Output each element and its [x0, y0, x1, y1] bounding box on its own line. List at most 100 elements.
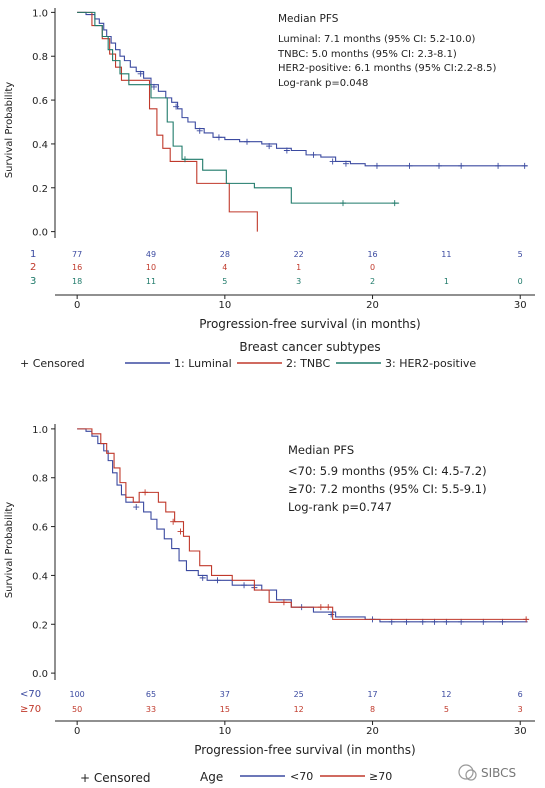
- panel-2-legend-censored: + Censored: [80, 771, 151, 785]
- panel-2-ytick-label-1: 0.2: [32, 620, 48, 631]
- panel-1-censor-luminal-0: [137, 70, 144, 77]
- panel-1-censor-luminal-3: [196, 127, 203, 134]
- panel-2-ytick-label-5: 1.0: [32, 425, 48, 436]
- panel-2-xlabel: Progression-free survival (in months): [194, 743, 415, 757]
- panel-1-xtick-label-0: 0: [74, 300, 80, 311]
- panel-1-censor-luminal-8: [310, 151, 317, 158]
- panel-2-annotation-line-1: <70: 5.9 months (95% CI: 4.5-7.2): [288, 464, 487, 478]
- panel-2-censor-ge70-3: [280, 599, 287, 606]
- panel-2-censor-lt70-2: [214, 577, 221, 584]
- panel-1-risk-count-luminal-5: 11: [441, 250, 451, 259]
- panel-1-risk-count-tnbc-3: 1: [296, 263, 301, 272]
- panel-2-annotation-title: Median PFS: [288, 443, 354, 457]
- panel-1-plot: 0.00.20.40.60.81.00 10 20 301 77 49 28 22 16 11 52…: [30, 8, 535, 311]
- panel-1-risk-count-tnbc-4: 0: [370, 263, 375, 272]
- panel-2-censor-ge70-2: [177, 528, 184, 535]
- panel-1-risk-count-luminal-0: 77: [72, 250, 82, 259]
- panel-2-censor-ge70-0: [142, 489, 149, 496]
- panel-1-legend-entry-luminal: 1: Luminal: [174, 357, 232, 370]
- panel-2-ytick-label-2: 0.4: [32, 571, 48, 582]
- panel-1-annotation-line-3: HER2-positive: 6.1 months (95% CI:2.2-8.…: [278, 63, 496, 74]
- panel-2-xtick-label-1: 10: [218, 726, 231, 737]
- panel-2-risk-count-ge70-3: 12: [294, 705, 304, 714]
- panel-2-ylabel: Survival Probability: [4, 502, 15, 598]
- panel-1-risk-count-tnbc-2: 4: [222, 263, 227, 272]
- panel-1-annotation-title: Median PFS: [278, 13, 339, 25]
- panel-1-ytick-label-3: 0.6: [32, 96, 48, 107]
- panel-2-censor-ge70-1: [170, 518, 177, 525]
- panel-1-risk-label-tnbc: 2: [30, 262, 36, 273]
- panel-2-risk-count-lt70-0: 100: [70, 690, 85, 699]
- panel-2-risk-count-lt70-5: 12: [441, 690, 451, 699]
- panel-2-legend-title: Age: [200, 770, 223, 784]
- panel-1-risk-count-her2-3: 3: [296, 277, 301, 286]
- panel-1-curve-tnbc: [77, 11, 258, 232]
- panel-2-censor-ge70-4: [317, 604, 324, 611]
- panel-2-risk-count-lt70-1: 65: [146, 690, 156, 699]
- panel-2-ytick-label-3: 0.6: [32, 523, 48, 534]
- panel-1-ytick-label-2: 0.4: [32, 140, 48, 151]
- panel-1-risk-count-tnbc-1: 10: [146, 263, 156, 272]
- panel-1-risk-count-her2-6: 0: [518, 277, 523, 286]
- panel-2-xtick-label-3: 30: [514, 726, 527, 737]
- panel-1-censor-luminal-11: [373, 162, 380, 169]
- panel-1-risk-count-luminal-2: 28: [220, 250, 230, 259]
- panel-1-legend-entry-her2: 3: HER2-positive: [385, 357, 476, 370]
- panel-1-ylabel: Survival Probability: [4, 82, 15, 178]
- panel-1-xtick-label-1: 10: [218, 300, 231, 311]
- panel-2-risk-count-ge70-1: 33: [146, 705, 156, 714]
- panel-2-censor-ge70-6: [523, 616, 530, 623]
- panel-1-censor-her2-2: [391, 200, 398, 207]
- panel-2-legend-entry-ge70: ≥70: [369, 770, 392, 783]
- panel-2-risk-count-ge70-0: 50: [72, 705, 82, 714]
- panel-1-censor-luminal-9: [329, 158, 336, 165]
- panel-2-risk-label-ge70: ≥70: [20, 704, 41, 715]
- panel-1-ytick-label-4: 0.8: [32, 52, 48, 63]
- panel-2-plot: 0.00.20.40.60.81.00 10 20 30<70 100 65 37 25 17 1…: [20, 424, 535, 737]
- panel-1-censor-luminal-7: [283, 147, 290, 154]
- panel-1-ytick-label-1: 0.2: [32, 184, 48, 195]
- panel-2-risk-count-ge70-4: 8: [370, 705, 375, 714]
- panel-1-censor-her2-0: [181, 156, 188, 163]
- watermark-logo-icon-inner: [465, 769, 477, 781]
- panel-1-annotation-line-4: Log-rank p=0.048: [278, 78, 368, 89]
- panel-1-risk-count-luminal-6: 5: [518, 250, 523, 259]
- panel-1-risk-count-luminal-4: 16: [367, 250, 377, 259]
- panel-1-risk-count-tnbc-0: 16: [72, 263, 82, 272]
- panel-1: 0.00.20.40.60.81.00 10 20 301 77 49 28 22 16 11 52…: [4, 8, 535, 370]
- panel-2-risk-label-lt70: <70: [20, 689, 41, 700]
- panel-1-xlabel: Progression-free survival (in months): [199, 317, 420, 331]
- panel-1-censor-luminal-4: [215, 134, 222, 141]
- panel-1-censor-luminal-15: [495, 162, 502, 169]
- panel-1-ytick-label-0: 0.0: [32, 228, 48, 239]
- panel-2-risk-count-lt70-6: 6: [518, 690, 523, 699]
- panel-2-risk-count-lt70-2: 37: [220, 690, 230, 699]
- watermark-text: SIBCS: [481, 766, 516, 780]
- panel-1-risk-label-her2: 3: [30, 276, 36, 287]
- panel-2-risk-count-lt70-4: 17: [367, 690, 377, 699]
- panel-1-ytick-label-5: 1.0: [32, 8, 48, 19]
- panel-1-annotation-line-1: Luminal: 7.1 months (95% CI: 5.2-10.0): [278, 34, 476, 45]
- panel-2-risk-count-ge70-5: 5: [444, 705, 449, 714]
- panel-1-risk-count-her2-4: 2: [370, 277, 375, 286]
- panel-1-censor-luminal-5: [244, 138, 250, 145]
- panel-2-legend-entry-lt70: <70: [290, 770, 313, 783]
- panel-2-xtick-label-2: 20: [366, 726, 379, 737]
- panel-1-legend-censored: + Censored: [20, 357, 85, 370]
- panel-2-ytick-label-0: 0.0: [32, 669, 48, 680]
- panel-2-censor-lt70-3: [241, 582, 248, 589]
- panel-2-curve-ge70: [77, 428, 528, 620]
- panel-1-legend-title: Breast cancer subtypes: [239, 340, 380, 354]
- panel-2-risk-count-lt70-3: 25: [294, 690, 304, 699]
- panel-2: 0.00.20.40.60.81.00 10 20 30<70 100 65 37 25 17 1…: [4, 424, 535, 785]
- panel-1-risk-label-luminal: 1: [30, 249, 36, 260]
- panel-2-xtick-label-0: 0: [74, 726, 80, 737]
- panel-1-xtick-label-2: 20: [366, 300, 379, 311]
- panel-1-censor-luminal-6: [266, 143, 273, 150]
- panel-1-xtick-label-3: 30: [514, 300, 527, 311]
- panel-2-risk-count-ge70-2: 15: [220, 705, 230, 714]
- watermark-logo-icon: [458, 764, 474, 780]
- panel-2-risk-count-ge70-6: 3: [518, 705, 523, 714]
